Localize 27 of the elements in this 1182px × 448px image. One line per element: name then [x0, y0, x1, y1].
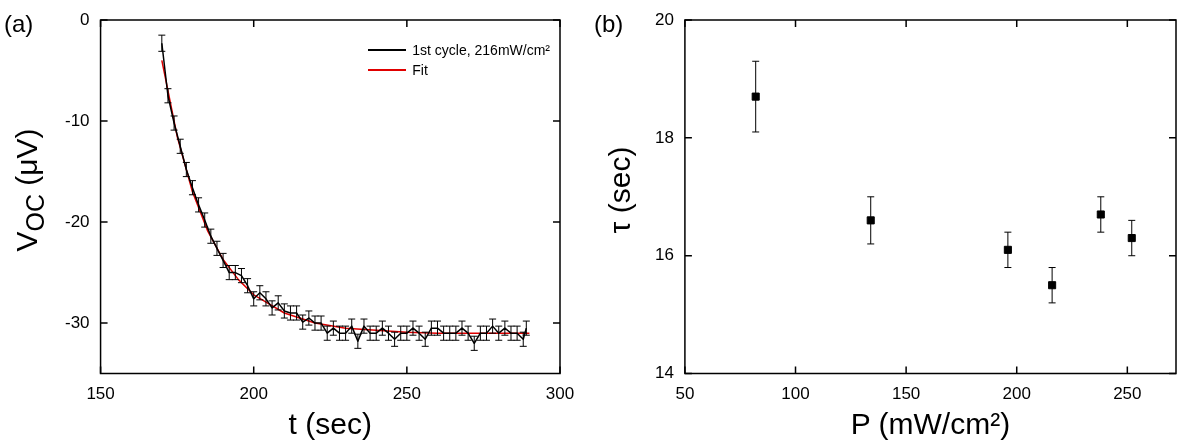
point — [1096, 210, 1105, 219]
y-axis-title: τ (sec) — [603, 146, 637, 234]
y-tick-label: -10 — [64, 110, 90, 130]
y-tick-label: -20 — [64, 211, 90, 231]
y-tick-label: 0 — [80, 9, 90, 29]
x-tick-label: 250 — [1113, 384, 1142, 404]
point — [751, 92, 760, 101]
chart-title: (b) — [594, 10, 624, 38]
x-tick-label: 200 — [239, 384, 268, 404]
x-tick-label: 50 — [675, 384, 695, 404]
x-tick-label: 150 — [86, 384, 115, 404]
point — [866, 216, 875, 225]
y-tick-label: 14 — [654, 363, 674, 383]
x-tick-label: 150 — [891, 384, 921, 404]
x-tick-label: 300 — [545, 384, 575, 404]
legend-label: 1st cycle, 216mW/cm² — [412, 42, 550, 58]
y-tick-label: -30 — [64, 312, 90, 332]
chart-title: (a) — [4, 10, 34, 38]
x-axis-title: t (sec) — [288, 407, 372, 441]
x-tick-label: 100 — [781, 384, 810, 404]
legend-label: Fit — [412, 62, 428, 78]
y-tick-label: 20 — [654, 9, 674, 29]
y-tick-label: 18 — [654, 127, 674, 147]
x-tick-label: 250 — [392, 384, 422, 404]
x-tick-label: 200 — [1002, 384, 1031, 404]
x-axis-title: P (mW/cm²) — [850, 407, 1011, 441]
y-tick-label: 16 — [654, 245, 674, 265]
